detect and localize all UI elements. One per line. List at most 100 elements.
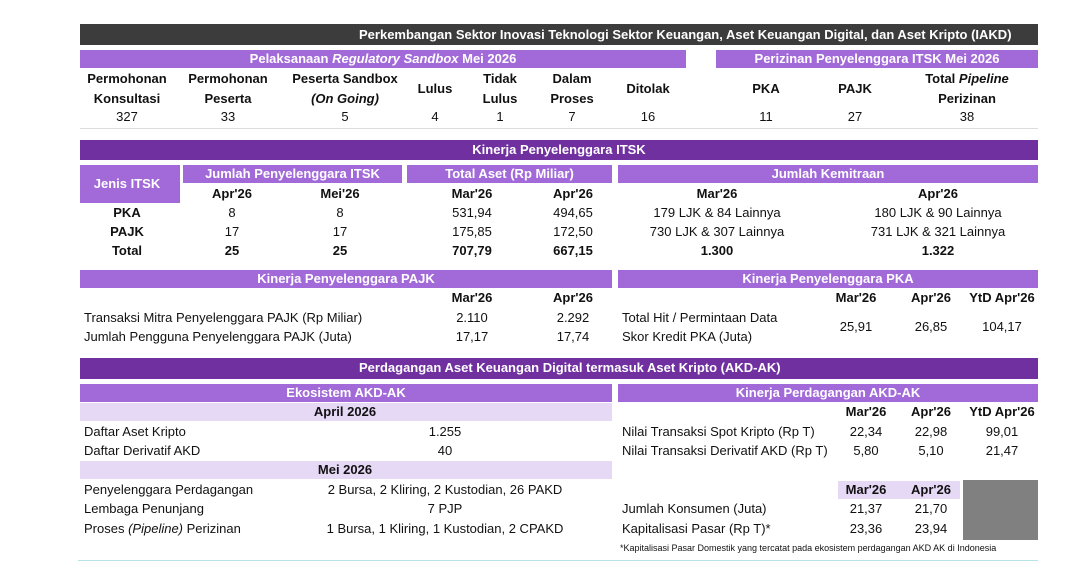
text-part: Pelaksanaan [249,51,329,66]
period-header: Apr'26 [553,186,593,201]
cell-value: 8 [336,205,344,220]
section-bar [80,50,686,68]
column-header: Perizinan [938,91,996,106]
row-label: Total Hit / Permintaan Data [622,310,778,325]
row-label: Penyelenggara Perdagangan [84,482,254,497]
row-label: Nilai Transaksi Derivatif AKD (Rp T) [622,443,828,458]
cell-value: 731 LJK & 321 Lainnya [870,224,1006,239]
column-header: Permohonan [188,71,268,86]
cell-value: 16 [640,109,656,124]
footnote: *Kapitalisasi Pasar Domestik yang tercat… [620,543,997,553]
row-label: Lembaga Penunjang [84,501,204,516]
section-title: Kinerja Perdagangan AKD-AK [735,385,921,400]
section-title: Kinerja Penyelenggara ITSK [472,142,646,157]
period-header: YtD Apr'26 [969,404,1035,419]
column-header: Proses [550,91,594,106]
cell-value: 172,50 [553,224,593,239]
cell-value: 707,79 [452,243,492,258]
cell-value: 17 [224,224,240,239]
cell-value: 27 [847,109,863,124]
row-label: Skor Kredit PKA (Juta) [622,329,753,344]
section-title: Ekosistem AKD-AK [286,385,406,400]
section-title: Pelaksanaan Regulatory Sandbox Mei 2026 [183,50,583,68]
cell-value: 21,37 [849,501,883,516]
header-cell [407,165,612,183]
cell-value: 7 PJP [427,501,463,516]
cell-value: 5,80 [853,443,879,458]
period-band [838,481,960,499]
cell-value: 730 LJK & 307 Lainnya [649,224,785,239]
cell-value: 531,94 [452,205,492,220]
column-header: Lulus [417,81,453,96]
cell-value: 104,17 [982,319,1022,334]
cell-value: 7 [568,109,576,124]
row-label: Total [111,243,143,258]
period-header: Mar'26 [696,186,738,201]
cell-value: 327 [116,109,138,124]
cell-value: 22,98 [914,424,948,439]
period-header: Apr'26 [553,290,593,305]
section-bar [80,270,612,288]
period-header: Apr'26 [911,404,951,419]
period-header: Mar'26 [845,404,887,419]
cell-value: 1.300 [700,243,734,258]
column-header: Ditolak [626,81,670,96]
section-bar [80,384,612,402]
period-header: Mar'26 [451,290,493,305]
cell-value: 179 LJK & 84 Lainnya [653,205,781,220]
row-label: Kapitalisasi Pasar (Rp T)* [622,521,771,536]
cell-value: 5,10 [918,443,944,458]
column-header: Tidak [483,71,517,86]
cell-value: 1 Bursa, 1 Kliring, 1 Kustodian, 2 CPAKD [326,521,564,536]
column-header: PKA [752,81,780,96]
section-bar [716,50,1038,68]
section-bar [80,140,1038,160]
cell-value: 99,01 [985,424,1019,439]
section-bar [80,358,1038,379]
period-header: Apr'26 [918,186,958,201]
period-header: Mei'26 [320,186,360,201]
row-label: Daftar Derivatif AKD [84,443,201,458]
section-title: Perizinan Penyelenggara ITSK Mei 2026 [754,51,1000,66]
row-label: PKA [113,205,141,220]
period-header: April 2026 [313,404,377,419]
divider [80,128,1038,129]
column-header: Peserta [204,91,252,106]
cell-value: 1.322 [921,243,955,258]
row-label: Jumlah Konsumen (Juta) [622,501,767,516]
header-cell [618,165,1038,183]
cell-value: 1 [496,109,504,124]
cell-value: 21,70 [914,501,948,516]
period-band [80,461,612,479]
text-part: (Pipeline) [128,521,184,536]
title-bar [80,24,1038,45]
header-cell [183,165,402,183]
group-header: Jumlah Penyelenggara ITSK [205,166,380,181]
period-header: Apr'26 [911,290,951,305]
cell-value: 2.292 [556,310,590,325]
cell-value: 23,94 [914,521,948,536]
period-header: Mei 2026 [317,462,373,477]
cell-value: 175,85 [452,224,492,239]
blank-cell [963,480,1038,540]
period-band [80,403,612,421]
column-header: Dalam [552,71,592,86]
text-part: Perizinan [186,521,241,536]
group-header: Total Aset (Rp Miliar) [445,166,574,181]
cell-value: 667,15 [553,243,593,258]
column-header: Permohonan [87,71,167,86]
column-header: Konsultasi [93,91,161,106]
section-title: Perdagangan Aset Keuangan Digital termas… [359,360,781,375]
column-header: Peserta Sandbox [292,71,398,86]
row-label: PAJK [110,224,144,239]
cell-value: 17,74 [556,329,590,344]
row-label: Jumlah Pengguna Penyelenggara PAJK (Juta… [84,329,352,344]
cell-value: 2.110 [456,310,488,325]
cell-value: 17,17 [455,329,489,344]
main-title: Perkembangan Sektor Inovasi Teknologi Se… [359,27,1012,42]
cell-value: 40 [437,443,453,458]
text-part: Regulatory Sandbox [332,51,459,66]
period-header: Apr'26 [212,186,252,201]
group-header: Jumlah Kemitraan [771,166,885,181]
